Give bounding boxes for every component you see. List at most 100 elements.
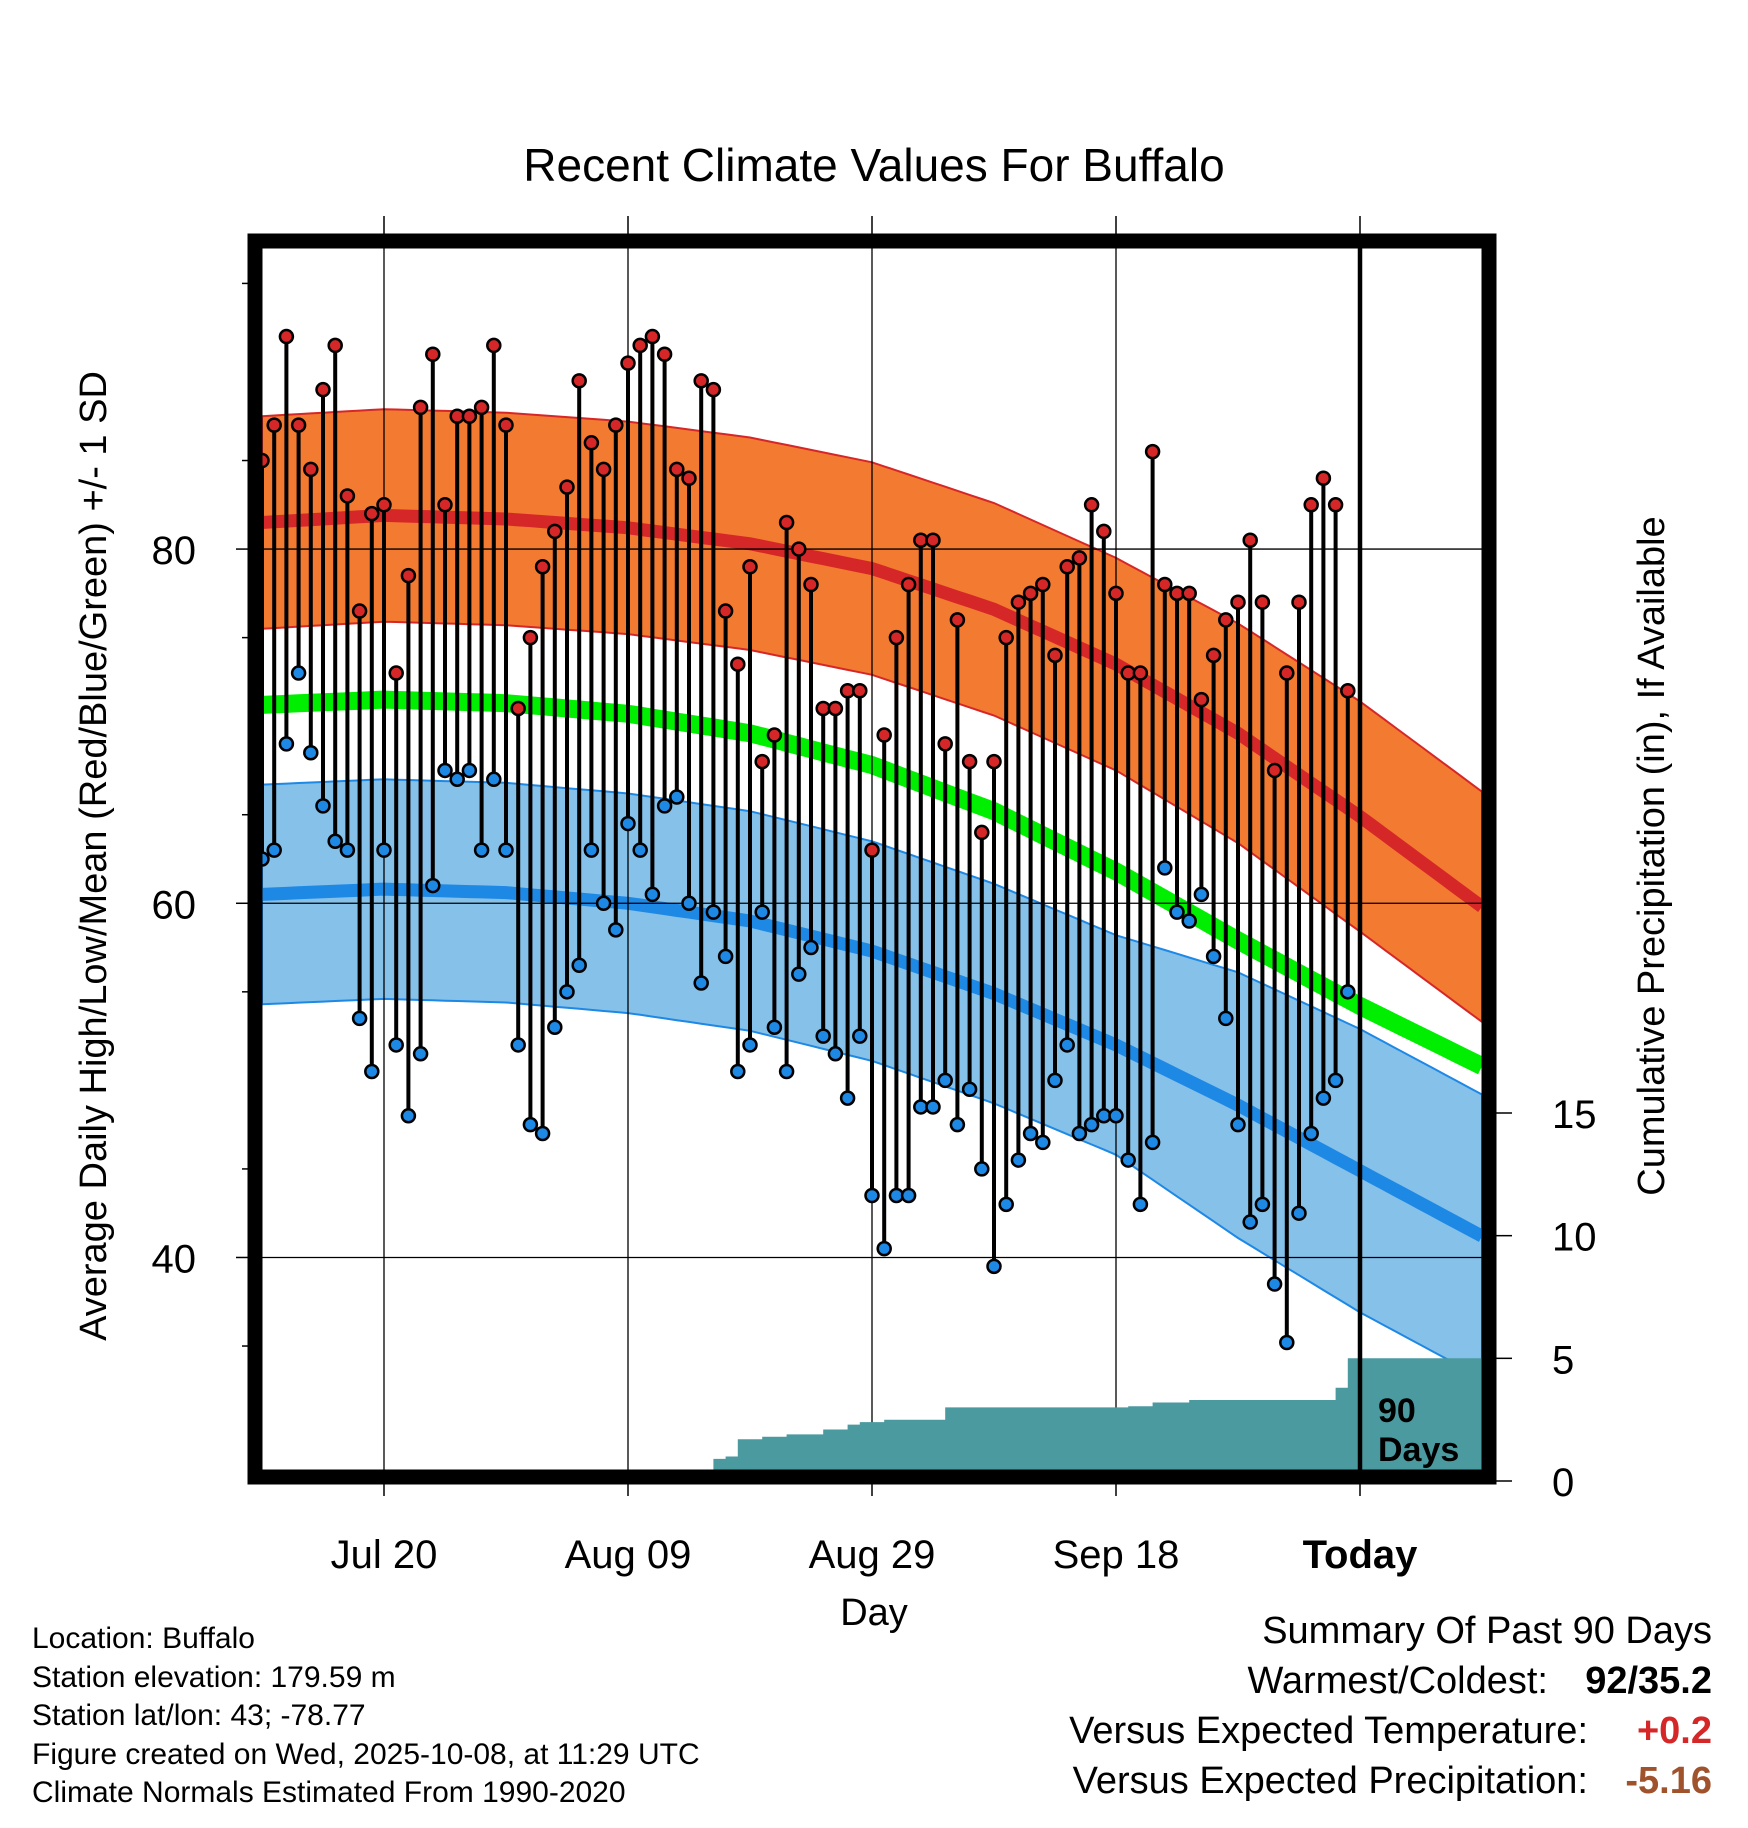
precip-value: -5.16 <box>1625 1760 1712 1802</box>
precip-label: Versus Expected Precipitation: <box>1072 1760 1588 1802</box>
daily-low-point <box>412 1046 429 1062</box>
daily-low-point <box>742 1037 758 1053</box>
daily-low-point <box>1193 886 1210 903</box>
daily-low-point <box>1010 1152 1027 1168</box>
y-tick-label: 40 <box>152 1237 197 1281</box>
daily-high-point <box>620 355 636 371</box>
daily-low-point <box>644 886 661 903</box>
daily-low-point <box>1169 904 1185 920</box>
daily-high-point <box>1205 647 1222 664</box>
daily-high-point <box>900 576 917 593</box>
temp-value: +0.2 <box>1636 1710 1712 1752</box>
daily-low-point <box>351 1010 368 1027</box>
x-tick-label: Aug 09 <box>565 1533 692 1577</box>
daily-low-point <box>778 1063 795 1080</box>
warm-cold-label: Warmest/Coldest: <box>1247 1660 1548 1702</box>
daily-low-point <box>1218 1010 1234 1027</box>
daily-high-point <box>510 700 526 717</box>
normals-text: Climate Normals Estimated From 1990-2020 <box>32 1776 626 1809</box>
daily-low-point <box>559 984 575 1000</box>
warm-cold-value: 92/35.2 <box>1585 1660 1712 1702</box>
summary-heading-text: Summary Of Past 90 Days <box>1262 1610 1712 1652</box>
daily-high-point <box>925 532 941 548</box>
y2-tick-label: 5 <box>1552 1338 1574 1382</box>
x-tick-label: Aug 29 <box>809 1533 936 1577</box>
y2-tick-label: 15 <box>1552 1093 1597 1137</box>
y-tick-label: 60 <box>152 883 197 927</box>
daily-low-point <box>376 842 392 858</box>
daily-low-point <box>608 922 624 938</box>
daily-high-point <box>778 514 795 531</box>
daily-low-point <box>803 939 819 956</box>
daily-low-point <box>437 762 453 779</box>
daily-high-point <box>473 399 490 416</box>
today-label-90: 90 <box>1378 1392 1416 1430</box>
daily-high-point <box>705 381 722 398</box>
daily-low-point <box>620 815 636 832</box>
daily-high-point <box>1218 612 1234 628</box>
daily-high-point <box>1010 594 1027 610</box>
daily-high-point <box>290 417 307 433</box>
daily-high-point <box>974 824 990 841</box>
daily-low-point <box>1230 1116 1246 1133</box>
daily-high-point <box>315 381 331 398</box>
daily-low-point <box>1254 1196 1271 1213</box>
daily-low-point <box>290 665 307 681</box>
daily-low-point <box>766 1019 783 1035</box>
daily-low-point <box>425 877 441 894</box>
daily-high-point <box>1291 594 1307 610</box>
x-tick-label: Sep 18 <box>1053 1533 1180 1577</box>
daily-high-point <box>583 435 600 451</box>
daily-high-point <box>754 753 770 770</box>
daily-high-point <box>791 541 807 557</box>
daily-low-point <box>925 1099 941 1115</box>
daily-low-point <box>1181 913 1197 929</box>
daily-high-point <box>1035 576 1051 593</box>
daily-low-point <box>461 762 478 779</box>
daily-high-point <box>1254 594 1271 610</box>
daily-low-point <box>1303 1125 1319 1142</box>
daily-high-point <box>656 346 673 363</box>
daily-high-point <box>864 842 880 858</box>
daily-low-point <box>998 1196 1014 1213</box>
daily-low-point <box>1157 860 1173 876</box>
daily-low-point <box>449 771 465 788</box>
daily-high-point <box>571 373 587 389</box>
summary-warm-cold: Warmest/Coldest: 92/35.2 <box>1069 1660 1712 1710</box>
y-axis-label: Average Daily High/Low/Mean (Red/Blue/Gr… <box>73 371 115 1341</box>
daily-low-point <box>961 1081 978 1097</box>
daily-high-point <box>1096 523 1112 540</box>
daily-high-point <box>1279 665 1295 681</box>
daily-high-point <box>351 603 368 619</box>
daily-low-point <box>303 744 319 761</box>
daily-low-point <box>1327 1072 1344 1089</box>
daily-high-point <box>534 559 551 575</box>
daily-high-point <box>742 559 758 575</box>
daily-low-point <box>1340 984 1356 1000</box>
x-tick-label: Today <box>1303 1533 1419 1577</box>
plot-frame <box>247 233 1497 1485</box>
daily-low-point <box>827 1046 844 1062</box>
daily-high-point <box>595 461 612 478</box>
daily-high-point <box>632 337 648 354</box>
daily-high-point <box>693 373 709 389</box>
daily-low-point <box>632 842 648 858</box>
daily-low-point <box>717 948 734 965</box>
latlon-text: Station lat/lon: 43; -78.77 <box>32 1699 366 1732</box>
daily-low-point <box>339 842 356 858</box>
daily-high-point <box>1059 559 1075 575</box>
daily-high-point <box>1047 647 1063 664</box>
daily-low-point <box>1120 1152 1136 1168</box>
daily-high-point <box>803 576 819 593</box>
daily-low-point <box>595 895 612 912</box>
daily-low-point <box>791 966 807 982</box>
daily-low-point <box>486 771 502 788</box>
daily-low-point <box>1266 1276 1283 1292</box>
daily-low-point <box>1022 1125 1039 1142</box>
y2-tick-label: 10 <box>1552 1216 1597 1260</box>
daily-high-point <box>1327 497 1344 513</box>
daily-high-point <box>1071 550 1088 566</box>
daily-low-point <box>534 1125 551 1142</box>
daily-low-point <box>852 1028 868 1044</box>
daily-high-point <box>400 567 417 584</box>
